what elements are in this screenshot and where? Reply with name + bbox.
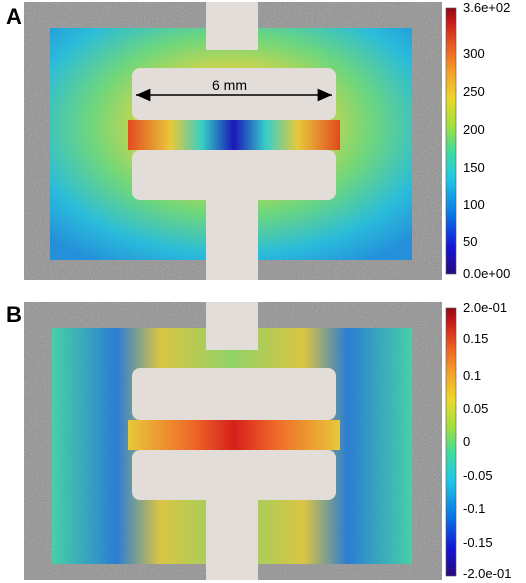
panel-a-upper-slot <box>132 68 336 120</box>
colorbar-a-tick: 150 <box>463 160 485 175</box>
colorbar-a-tick: 300 <box>463 46 485 61</box>
colorbar-a-tick: 100 <box>463 197 485 212</box>
panel-a-label: A <box>6 4 22 29</box>
panel-b-upper-slot <box>132 368 336 420</box>
colorbar-a-tick: 0.0e+00 <box>463 266 511 281</box>
panel-a-bridge <box>128 120 340 150</box>
panel-b-bridge <box>128 420 340 450</box>
colorbar-b-tick: -0.1 <box>463 501 486 516</box>
panel-b-colorbar <box>445 307 457 577</box>
panel-a-top-tab <box>206 2 258 50</box>
colorbar-a-tick: 200 <box>463 122 485 137</box>
panel-a-dimension-label: 6 mm <box>212 77 247 93</box>
panel-a-lower-slot <box>132 150 336 200</box>
colorbar-b-tick: 2.0e-01 <box>463 300 508 315</box>
colorbar-b-tick: 0 <box>463 434 471 449</box>
colorbar-b-tick: -0.15 <box>463 535 493 550</box>
colorbar-a-tick: 3.6e+02 <box>463 0 511 15</box>
panel-b-label: B <box>6 302 22 327</box>
colorbar-b-tick: 0.1 <box>463 368 482 383</box>
colorbar-b-tick: -0.05 <box>463 468 493 483</box>
panel-b-image <box>24 302 442 580</box>
panel-b-bottom-tab <box>206 498 258 580</box>
colorbar-b-tick: 0.15 <box>463 331 489 346</box>
colorbar-a-tick: 250 <box>463 84 485 99</box>
panel-b-top-tab <box>206 302 258 350</box>
panel-b-lower-slot <box>132 450 336 500</box>
panel-a-bottom-tab <box>206 198 258 280</box>
colorbar-b-tick: 0.05 <box>463 401 489 416</box>
panel-a-image <box>24 2 442 280</box>
colorbar-b-tick: -2.0e-01 <box>463 566 512 581</box>
colorbar-a-tick: 50 <box>463 234 478 249</box>
panel-a-colorbar <box>445 7 457 275</box>
